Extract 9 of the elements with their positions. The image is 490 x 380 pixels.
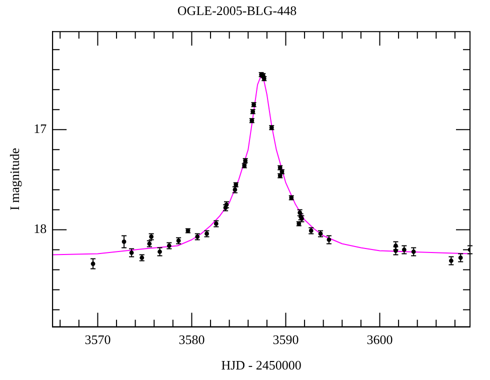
x-tick-label: 3600 (366, 332, 393, 348)
x-tick-label: 3580 (178, 332, 205, 348)
x-axis-title: HJD - 2450000 (221, 358, 302, 373)
y-tick-label: 17 (34, 121, 48, 136)
y-tick-label: 18 (34, 221, 47, 236)
x-tick-label: 3590 (272, 332, 299, 348)
x-tick-label: 3570 (84, 332, 111, 348)
chart-title: OGLE-2005-BLG-448 (177, 3, 297, 18)
y-axis-title: I magnitude (7, 148, 22, 210)
